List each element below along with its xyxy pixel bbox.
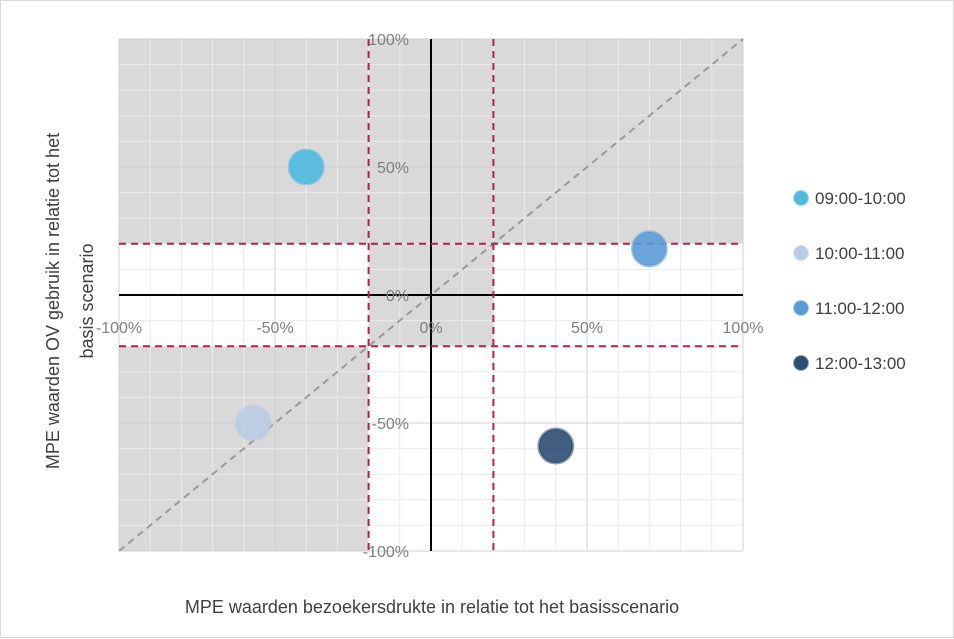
tick-labels: -100% -50% 0% 50% 100% 100% 50% 0% -50% -100%: [96, 32, 764, 561]
legend-marker: [793, 355, 809, 371]
legend-label: 12:00-13:00: [815, 354, 906, 373]
x-tick-label: -100%: [96, 320, 142, 337]
data-point: [537, 427, 575, 465]
legend-label: 10:00-11:00: [815, 244, 904, 263]
y-axis-title-line-2: basis scenario: [77, 243, 97, 358]
y-tick-label: 100%: [368, 32, 409, 49]
data-point: [234, 404, 272, 442]
x-tick-label: 100%: [723, 320, 764, 337]
data-points: [234, 148, 668, 465]
x-tick-label: 50%: [571, 320, 603, 337]
axes: [119, 39, 743, 551]
y-tick-label: 50%: [377, 160, 409, 177]
x-tick-label: 0%: [419, 320, 442, 337]
y-tick-label: -100%: [363, 544, 409, 561]
data-point: [630, 230, 668, 268]
y-tick-label: -50%: [372, 416, 409, 433]
y-axis-title: MPE waarden OV gebruik in relatie tot he…: [43, 133, 97, 469]
x-tick-label: -50%: [256, 320, 293, 337]
legend-marker: [793, 245, 809, 261]
data-point: [287, 148, 325, 186]
y-tick-label: 0%: [386, 288, 409, 305]
y-axis-title-line-1: MPE waarden OV gebruik in relatie tot he…: [43, 133, 63, 469]
diagonal-reference-line: [118, 38, 744, 552]
legend: 09:00-10:00 10:00-11:00 11:00-12:00 12:00-1…: [793, 189, 906, 373]
legend-marker: [793, 190, 809, 206]
x-axis-title: MPE waarden bezoekersdrukte in relatie t…: [185, 597, 679, 617]
diagonal-line: [118, 38, 744, 552]
legend-label: 09:00-10:00: [815, 189, 906, 208]
legend-label: 11:00-12:00: [815, 299, 904, 318]
legend-marker: [793, 300, 809, 316]
